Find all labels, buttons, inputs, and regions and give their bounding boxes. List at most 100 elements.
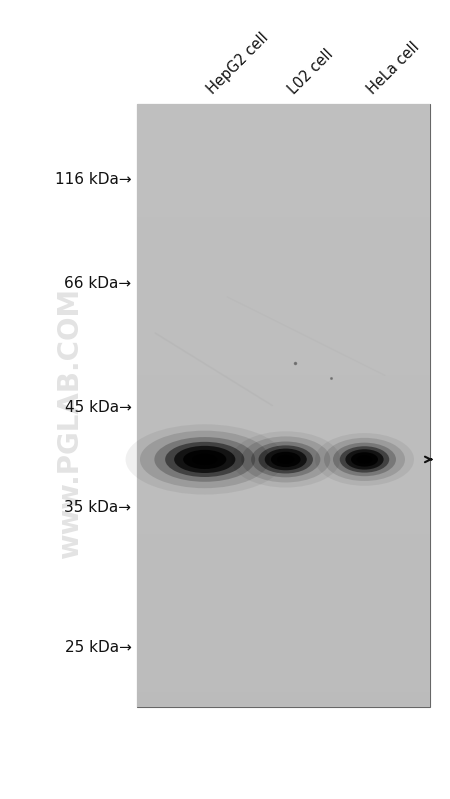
Bar	[137, 111, 430, 119]
Bar	[137, 647, 430, 654]
Bar	[137, 225, 430, 232]
Ellipse shape	[258, 445, 313, 474]
Bar	[137, 330, 430, 338]
Bar	[137, 459, 430, 466]
Bar	[137, 391, 430, 398]
Bar	[137, 481, 430, 488]
Bar	[137, 157, 430, 165]
Bar	[137, 398, 430, 406]
Ellipse shape	[340, 446, 389, 472]
Bar	[137, 632, 430, 639]
Bar	[137, 428, 430, 435]
Bar	[137, 549, 430, 556]
Text: www.PGLAB.COM: www.PGLAB.COM	[56, 288, 84, 559]
Bar	[137, 360, 430, 368]
Bar	[137, 639, 430, 647]
Ellipse shape	[183, 450, 226, 469]
Bar	[137, 104, 430, 707]
Bar	[137, 496, 430, 503]
Bar	[137, 308, 430, 315]
Bar	[137, 187, 430, 194]
Bar	[137, 519, 430, 526]
Bar	[137, 232, 430, 240]
Bar	[137, 134, 430, 141]
Bar	[137, 149, 430, 157]
Bar	[137, 119, 430, 126]
Bar	[137, 602, 430, 609]
Ellipse shape	[265, 448, 307, 471]
Text: 45 kDa→: 45 kDa→	[64, 400, 131, 415]
Ellipse shape	[346, 449, 383, 470]
Ellipse shape	[333, 443, 396, 476]
Bar	[137, 571, 430, 579]
Bar	[137, 323, 430, 330]
Bar	[137, 700, 430, 707]
Bar	[137, 217, 430, 225]
Ellipse shape	[356, 455, 373, 463]
Bar	[137, 654, 430, 662]
Ellipse shape	[351, 452, 378, 467]
Bar	[137, 594, 430, 602]
Ellipse shape	[231, 431, 340, 487]
Bar	[137, 285, 430, 292]
Ellipse shape	[165, 442, 244, 477]
Bar	[137, 368, 430, 376]
Bar	[137, 420, 430, 428]
Bar	[137, 662, 430, 670]
Text: HeLa cell: HeLa cell	[364, 40, 422, 97]
Ellipse shape	[154, 437, 255, 482]
Bar	[137, 685, 430, 692]
Text: 66 kDa→: 66 kDa→	[64, 276, 131, 291]
Ellipse shape	[324, 438, 405, 481]
Bar	[137, 194, 430, 202]
Bar	[137, 376, 430, 383]
Bar	[137, 624, 430, 632]
Bar	[137, 526, 430, 534]
Text: 116 kDa→: 116 kDa→	[55, 173, 131, 187]
Bar	[137, 172, 430, 179]
Bar	[137, 165, 430, 172]
Bar	[137, 270, 430, 277]
Text: L02 cell: L02 cell	[286, 47, 337, 97]
Bar	[137, 670, 430, 677]
Ellipse shape	[315, 433, 414, 486]
Bar	[137, 511, 430, 519]
Bar	[137, 617, 430, 624]
Ellipse shape	[192, 454, 217, 465]
Bar	[137, 141, 430, 149]
Bar	[137, 383, 430, 391]
Bar	[137, 488, 430, 496]
Bar	[137, 413, 430, 420]
Text: 35 kDa→: 35 kDa→	[64, 500, 131, 515]
Bar	[137, 406, 430, 413]
Bar	[137, 104, 430, 111]
Bar	[137, 473, 430, 481]
Bar	[137, 262, 430, 270]
Ellipse shape	[126, 424, 284, 495]
Bar	[137, 247, 430, 255]
Ellipse shape	[251, 442, 320, 477]
Ellipse shape	[140, 431, 270, 488]
Bar	[137, 315, 430, 323]
Bar	[137, 556, 430, 564]
Bar	[137, 435, 430, 443]
Bar	[137, 609, 430, 617]
Bar	[137, 586, 430, 594]
Bar	[137, 541, 430, 549]
Bar	[137, 126, 430, 134]
Bar	[137, 255, 430, 262]
Bar	[137, 338, 430, 345]
Bar	[137, 345, 430, 352]
Bar	[137, 677, 430, 685]
Bar	[137, 443, 430, 451]
Bar	[137, 202, 430, 209]
Text: HepG2 cell: HepG2 cell	[205, 30, 272, 97]
Bar	[137, 240, 430, 247]
Bar	[137, 300, 430, 308]
Bar	[137, 209, 430, 217]
Bar	[137, 292, 430, 300]
Text: 25 kDa→: 25 kDa→	[64, 640, 131, 654]
Bar	[137, 579, 430, 586]
Ellipse shape	[271, 451, 301, 467]
Bar	[137, 564, 430, 571]
